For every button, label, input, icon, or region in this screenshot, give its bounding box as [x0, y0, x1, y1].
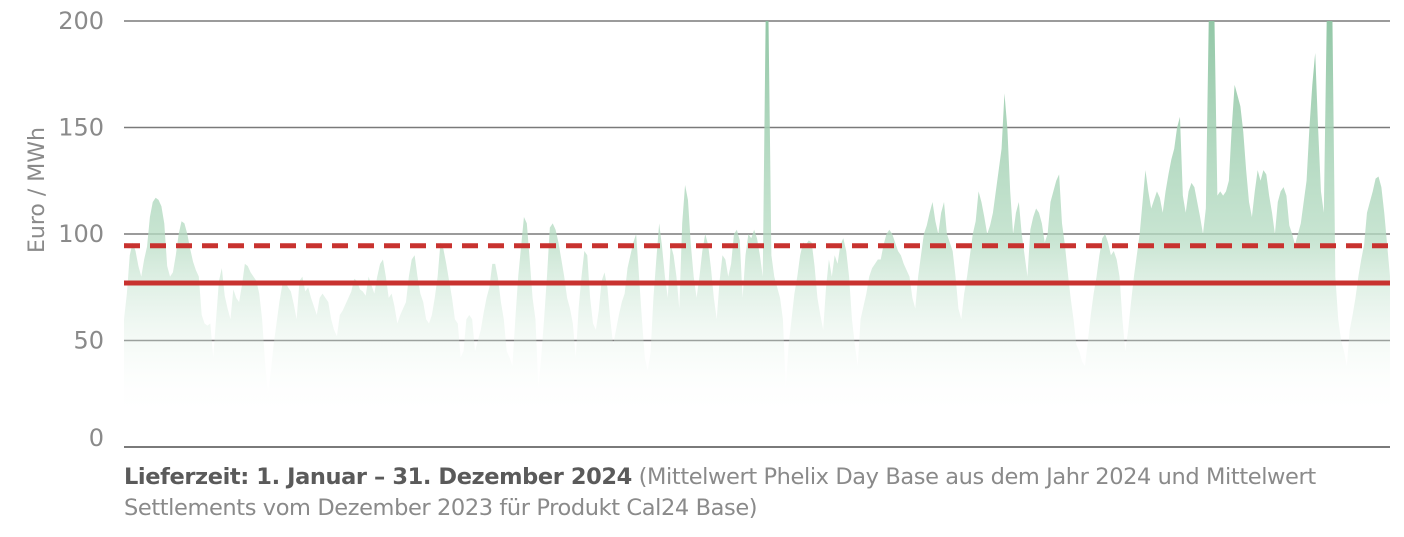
y-tick-label: 50 — [73, 327, 104, 355]
price-area-series — [124, 21, 1390, 419]
y-tick-label: 150 — [58, 114, 104, 142]
caption-lead: Lieferzeit: 1. Januar – 31. Dezember 202… — [124, 464, 632, 490]
price-chart: 0 50 100 150 200 Euro / MWh — [25, 7, 1390, 452]
caption-text: (Mittelwert Phelix Day Base aus dem Jahr… — [124, 464, 1316, 521]
price-area — [124, 21, 1390, 419]
y-tick-label: 100 — [58, 220, 104, 248]
y-axis-label: Euro / MWh — [25, 127, 50, 253]
y-axis-ticks: 0 50 100 150 200 — [58, 7, 104, 452]
y-tick-label: 200 — [58, 7, 104, 35]
chart-caption: Lieferzeit: 1. Januar – 31. Dezember 202… — [124, 462, 1392, 524]
reference-lines — [124, 243, 1390, 286]
y-tick-label: 0 — [89, 424, 104, 452]
